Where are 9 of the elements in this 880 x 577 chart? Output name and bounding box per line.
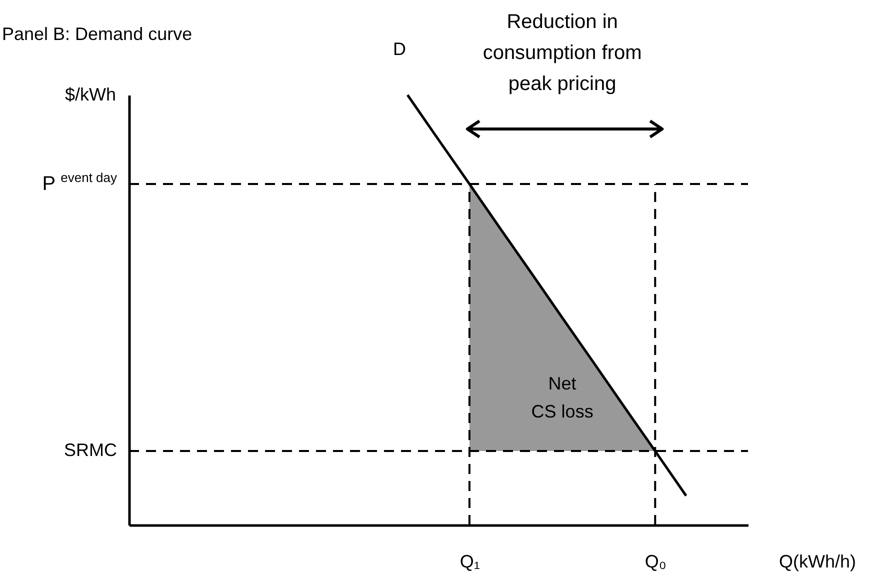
x-tick-label: Q₁ <box>460 552 480 572</box>
y-axis-title: $/kWh <box>64 84 116 104</box>
annotation: Reduction in consumption from peak pricing <box>482 11 642 95</box>
chart-title: Panel B: Demand curve <box>2 24 192 44</box>
ref-line-label: SRMC <box>64 440 117 460</box>
x-tick-label: Q₀ <box>644 552 666 572</box>
x-axis-title: Q(kWh/h) <box>778 552 856 572</box>
text: D <box>393 39 406 59</box>
annotation: Net CS loss <box>531 373 594 422</box>
